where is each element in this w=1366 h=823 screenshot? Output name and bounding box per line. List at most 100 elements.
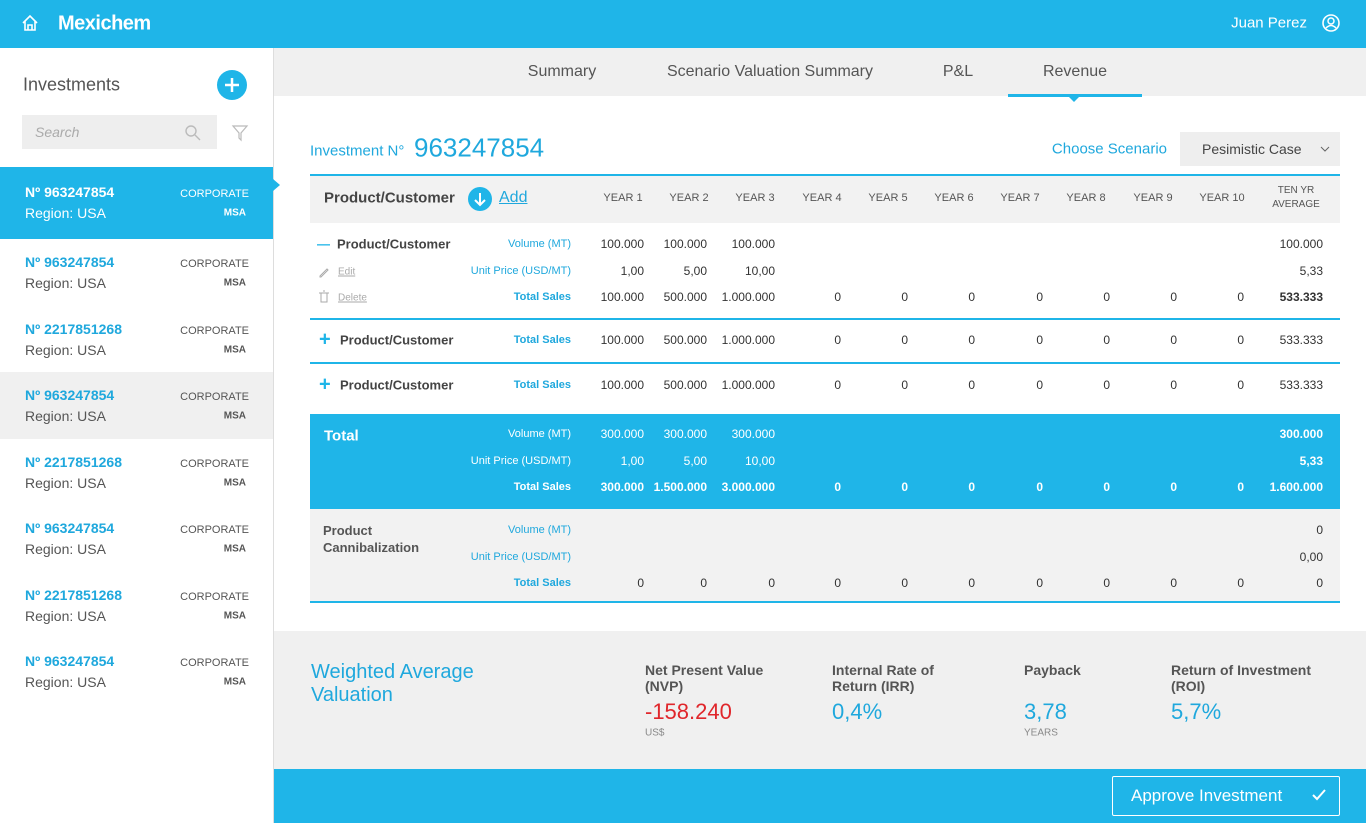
approve-label[interactable]: Approve Investment <box>1131 786 1283 805</box>
cell: 500.000 <box>663 333 707 347</box>
check-icon <box>1312 789 1326 801</box>
cell: 0 <box>637 576 644 590</box>
cell: 1.600.000 <box>1269 480 1323 494</box>
add-investment-button[interactable] <box>216 69 248 101</box>
active-tab-pointer <box>1068 96 1080 102</box>
cell: 0 <box>1237 480 1244 494</box>
cell: 0 <box>1103 333 1110 347</box>
investment-item[interactable] <box>0 167 273 239</box>
bottom-bar <box>274 769 1366 823</box>
metric-value: 5,7% <box>1171 699 1222 724</box>
tab[interactable]: P&L <box>942 63 974 80</box>
sidebar-title: Investments <box>23 74 121 95</box>
investment-tag: MSA <box>223 410 246 422</box>
metric-label: Internal Rate of Return (IRR) <box>832 662 934 694</box>
cell: 300.000 <box>663 427 707 441</box>
cell: 0,00 <box>1299 549 1323 564</box>
tab[interactable]: Summary <box>527 63 597 80</box>
cell: 100.000 <box>600 290 644 304</box>
investment-item[interactable] <box>0 505 273 572</box>
metric-label: Return of Investment (ROI) <box>1171 662 1312 694</box>
delete-icon[interactable] <box>318 290 330 303</box>
cell: 0 <box>968 333 975 347</box>
investment-item[interactable] <box>0 306 273 373</box>
cell: 100.000 <box>1279 237 1323 251</box>
investment-item[interactable] <box>0 638 273 705</box>
search-icon[interactable] <box>184 124 202 142</box>
column-header: YEAR 2 <box>669 192 709 204</box>
cell: 0 <box>901 290 908 304</box>
cell: 0 <box>968 290 975 304</box>
tab[interactable]: Revenue <box>1042 63 1108 80</box>
investment-number: 963247854 <box>414 132 545 163</box>
investment-region: Region: USA <box>25 474 106 491</box>
cell: 300.000 <box>731 427 775 441</box>
scenario-select[interactable] <box>1180 132 1340 166</box>
cell: 0 <box>1237 333 1244 347</box>
investment-number: Nº 2217851268 <box>25 586 122 603</box>
column-header: TEN YR AVERAGE <box>1272 185 1320 210</box>
cell: 0 <box>901 333 908 347</box>
filter-icon[interactable] <box>231 124 249 142</box>
cell: 0 <box>1036 378 1043 392</box>
user-icon[interactable] <box>1321 13 1341 33</box>
expand-icon[interactable]: + <box>319 328 331 351</box>
column-header: YEAR 8 <box>1066 192 1106 204</box>
investment-label: Investment N° <box>310 142 405 160</box>
logo: Mexichem <box>58 12 151 35</box>
investment-number: Nº 963247854 <box>25 653 115 669</box>
cell: 0 <box>1237 290 1244 304</box>
investment-item[interactable] <box>0 239 273 306</box>
cell: 0 <box>1170 333 1177 347</box>
investment-item[interactable] <box>0 439 273 506</box>
investment-region: Region: USA <box>25 607 106 624</box>
cell: 300.000 <box>1279 427 1323 441</box>
edit-icon[interactable] <box>318 266 330 278</box>
metric-value: 3,78 <box>1024 699 1067 724</box>
row-label: Volume (MT) <box>508 428 571 440</box>
column-header: YEAR 4 <box>802 192 842 204</box>
user-name: Juan Perez <box>1231 14 1307 32</box>
search-placeholder: Search <box>35 124 80 140</box>
tab[interactable]: Scenario Valuation Summary <box>666 63 874 80</box>
investment-type: CORPORATE <box>180 457 249 470</box>
row-label: Total Sales <box>513 577 571 589</box>
cell: 5,33 <box>1299 453 1323 468</box>
cell: 0 <box>1036 480 1043 494</box>
column-header: YEAR 6 <box>934 192 974 204</box>
cell: 0 <box>1103 480 1110 494</box>
investment-number: Nº 963247854 <box>25 184 115 200</box>
add-link[interactable]: Add <box>499 189 528 206</box>
metric-unit: YEARS <box>1024 727 1058 739</box>
investment-tag: MSA <box>223 277 246 289</box>
choose-scenario[interactable]: Choose Scenario <box>1051 140 1167 158</box>
divider <box>310 318 1340 320</box>
row-label: Total Sales <box>513 481 571 493</box>
column-header: YEAR 5 <box>868 192 908 204</box>
add-icon[interactable] <box>467 186 493 212</box>
investment-region: Region: USA <box>25 541 106 557</box>
cell: 5,33 <box>1299 263 1323 278</box>
cell: 0 <box>834 333 841 347</box>
cell: 3.000.000 <box>721 480 775 494</box>
edit-link[interactable]: Edit <box>338 266 356 278</box>
home-icon[interactable] <box>21 14 39 32</box>
scenario-value[interactable]: Pesimistic Case <box>1202 141 1302 157</box>
collapse-icon[interactable]: — <box>317 236 330 252</box>
investment-item[interactable] <box>0 572 273 639</box>
delete-link[interactable]: Delete <box>338 292 367 304</box>
cell: 0 <box>1237 378 1244 392</box>
cell: 100.000 <box>731 237 775 251</box>
cell: 300.000 <box>600 480 644 494</box>
expand-icon[interactable]: + <box>319 373 331 396</box>
investment-item[interactable] <box>0 372 273 439</box>
cell: 0 <box>834 378 841 392</box>
investment-number: Nº 2217851268 <box>25 453 122 470</box>
search-box[interactable] <box>22 115 217 149</box>
investment-tag: MSA <box>223 344 246 355</box>
approve-button[interactable] <box>1112 776 1340 816</box>
investment-tag: MSA <box>223 676 246 688</box>
cell: 5,00 <box>683 453 707 468</box>
investment-tag: MSA <box>223 543 246 555</box>
